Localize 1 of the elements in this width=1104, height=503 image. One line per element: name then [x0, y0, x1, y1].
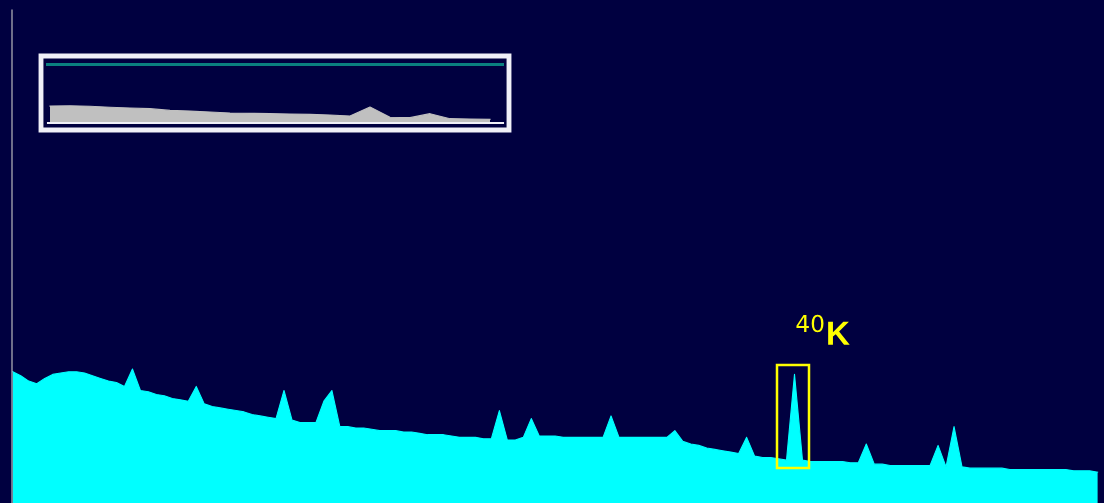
text: $^{40}$K — [796, 314, 850, 345]
